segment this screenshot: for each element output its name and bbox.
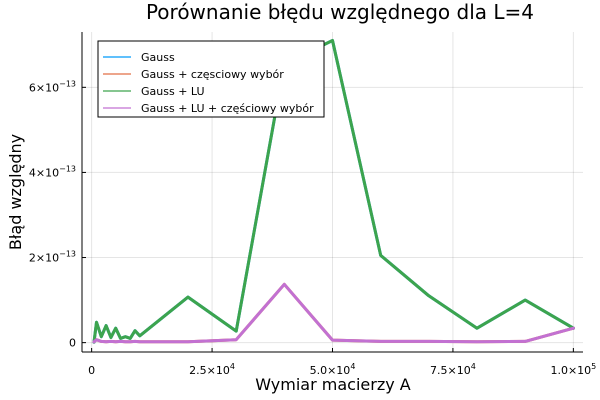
legend-label-3: Gauss + LU — [141, 85, 205, 98]
y-axis-label: Błąd względny — [6, 134, 25, 250]
legend-label-1: Gauss — [141, 51, 175, 64]
y-tick-label: 4×10−13 — [29, 164, 76, 179]
y-ticks: 0 2×10−13 4×10−13 6×10−13 — [29, 79, 86, 350]
x-axis-label: Wymiar macierzy A — [255, 375, 411, 394]
y-tick-label: 6×10−13 — [29, 79, 76, 94]
y-tick-label: 2×10−13 — [29, 250, 76, 265]
x-tick-label: 1.0×105 — [550, 362, 596, 377]
legend: Gauss Gauss + częsciowy wybór Gauss + LU Ga… — [97, 40, 325, 118]
x-tick-label: 7.5×104 — [430, 362, 476, 377]
legend-box — [97, 40, 325, 118]
x-tick-label: 2.5×104 — [189, 362, 235, 377]
series-line-3 — [92, 39, 575, 344]
series-group — [92, 39, 575, 344]
legend-label-2: Gauss + częsciowy wybór — [141, 68, 284, 81]
series-line-4 — [92, 282, 575, 344]
x-tick-label: 5.0×104 — [310, 362, 356, 377]
x-tick-label: 0 — [88, 364, 95, 377]
x-ticks: 0 2.5×104 5.0×104 7.5×104 1.0×105 — [88, 348, 596, 377]
legend-label-4: Gauss + LU + częściowy wybór — [141, 102, 314, 115]
chart-title: Porównanie błędu względnego dla L=4 — [146, 0, 534, 24]
y-tick-label: 0 — [69, 337, 76, 350]
